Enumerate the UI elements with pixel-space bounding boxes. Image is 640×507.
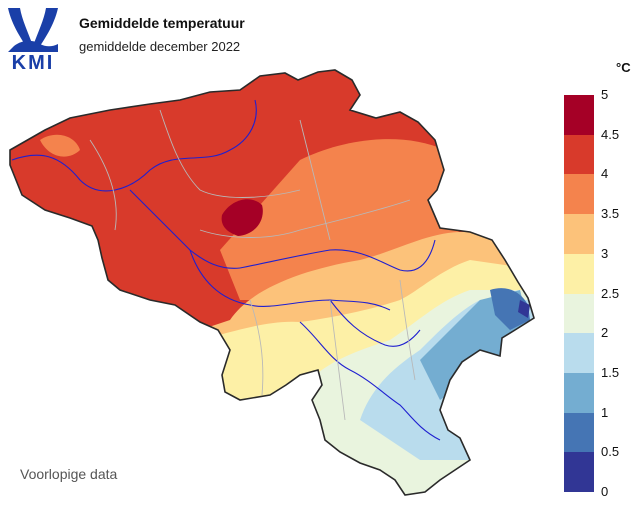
belgium-temperature-map	[9, 69, 535, 496]
temperature-zones	[10, 70, 534, 495]
legend-swatch	[564, 174, 594, 215]
legend-swatch	[564, 452, 594, 493]
legend-tick-label: 1	[601, 404, 609, 420]
legend-tick-label: 4.5	[601, 126, 620, 142]
rivers	[11, 99, 441, 441]
kmi-logo: KMI	[6, 6, 60, 76]
legend-tick-label: 3	[601, 245, 609, 261]
legend-swatch	[564, 214, 594, 255]
legend-tick-label: 1.5	[601, 364, 620, 380]
country-border	[9, 69, 535, 496]
legend-tick-label: 2.5	[601, 285, 620, 301]
legend-tick-label: 0	[601, 484, 609, 499]
legend-tick-label: 3.5	[601, 206, 620, 222]
legend-unit: °C	[616, 60, 631, 75]
legend-swatch	[564, 134, 594, 175]
color-legend	[564, 95, 594, 493]
legend-swatch	[564, 372, 594, 414]
provisional-data-note: Voorlopige data	[20, 466, 118, 482]
legend-swatch	[564, 253, 594, 294]
legend-swatch	[564, 293, 594, 334]
legend-tick-label: 4	[601, 166, 609, 182]
province-borders	[89, 109, 416, 421]
legend-tick-label: 2	[601, 325, 609, 341]
legend-swatch	[564, 95, 594, 136]
legend-tick-label: 5	[601, 87, 609, 102]
map-title: Gemiddelde temperatuur	[79, 15, 245, 31]
legend-tick-label: 0.5	[601, 444, 620, 460]
legend-swatch	[564, 412, 594, 453]
kmi-logo-text: KMI	[11, 52, 55, 74]
map-subtitle: gemiddelde december 2022	[79, 39, 241, 54]
legend-swatch	[564, 333, 594, 374]
